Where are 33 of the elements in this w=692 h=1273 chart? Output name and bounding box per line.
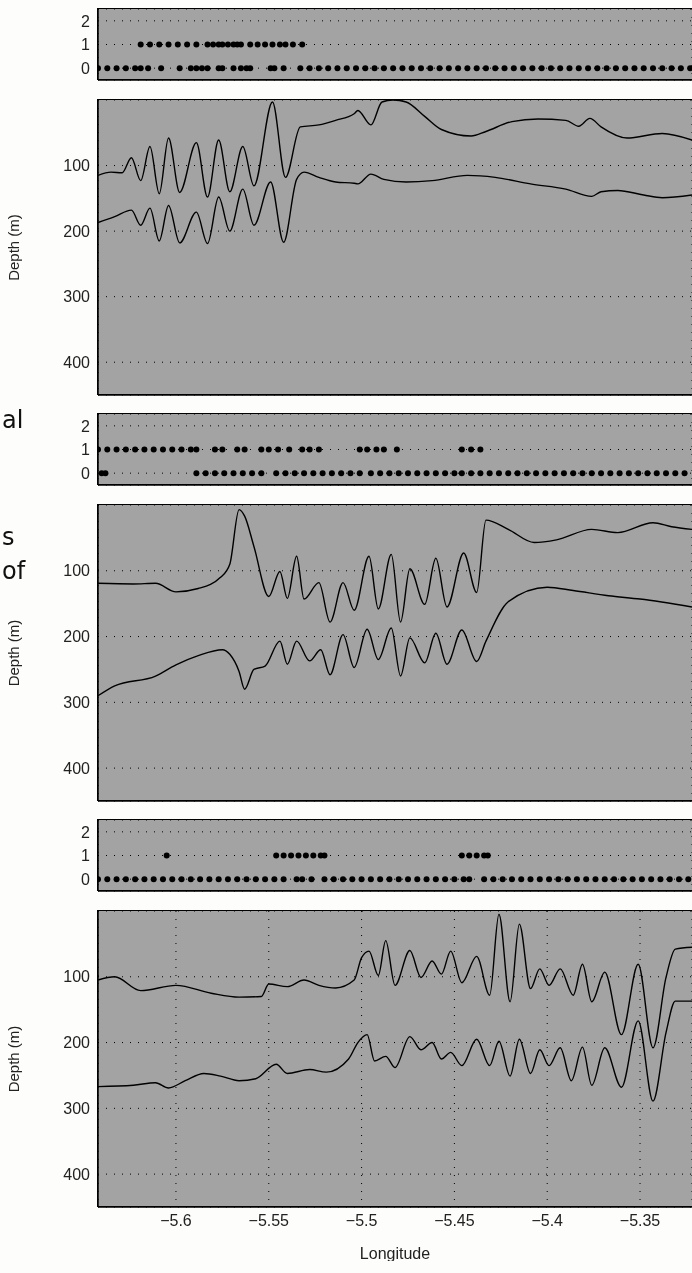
y-tick-label: 100 — [63, 562, 91, 580]
y-tick-label: 100 — [63, 157, 91, 175]
x-tick-label: −5.45 — [434, 1212, 475, 1230]
y-tick-label: 300 — [63, 1100, 91, 1118]
text: of — [2, 557, 26, 585]
y-tick-label: 0 — [81, 870, 91, 888]
y-axis-title: Depth (m) — [5, 619, 23, 687]
x-tick-label: −5.4 — [531, 1212, 564, 1230]
y-tick-label: 1 — [81, 441, 91, 459]
y-tick-label: 2 — [81, 12, 91, 30]
y-tick-label: 0 — [81, 464, 91, 482]
y-tick-label: 100 — [63, 968, 91, 986]
text: al — [2, 406, 24, 434]
y-tick-label: 400 — [63, 353, 91, 371]
text: s — [2, 523, 15, 551]
y-tick-label: 2 — [81, 417, 91, 435]
x-tick-label: −5.55 — [248, 1212, 290, 1230]
x-tick-label: −5.6 — [160, 1212, 192, 1230]
y-tick-label: 2 — [81, 823, 91, 841]
y-tick-label: 1 — [81, 847, 91, 865]
y-tick-label: 300 — [63, 288, 91, 306]
y-tick-label: 1 — [81, 36, 91, 54]
y-axis-title: Depth (m) — [5, 1025, 23, 1093]
y-tick-label: 300 — [63, 694, 91, 712]
x-tick-label: −5.35 — [619, 1212, 661, 1230]
y-tick-label: 200 — [63, 1034, 91, 1052]
y-tick-label: 400 — [63, 759, 91, 777]
y-tick-label: 0 — [81, 59, 91, 77]
y-axis-title: Depth (m) — [5, 214, 23, 281]
y-tick-label: 400 — [63, 1165, 91, 1183]
x-tick-label: −5.5 — [345, 1212, 378, 1230]
y-tick-label: 200 — [63, 628, 91, 646]
y-tick-label: 200 — [63, 222, 91, 240]
